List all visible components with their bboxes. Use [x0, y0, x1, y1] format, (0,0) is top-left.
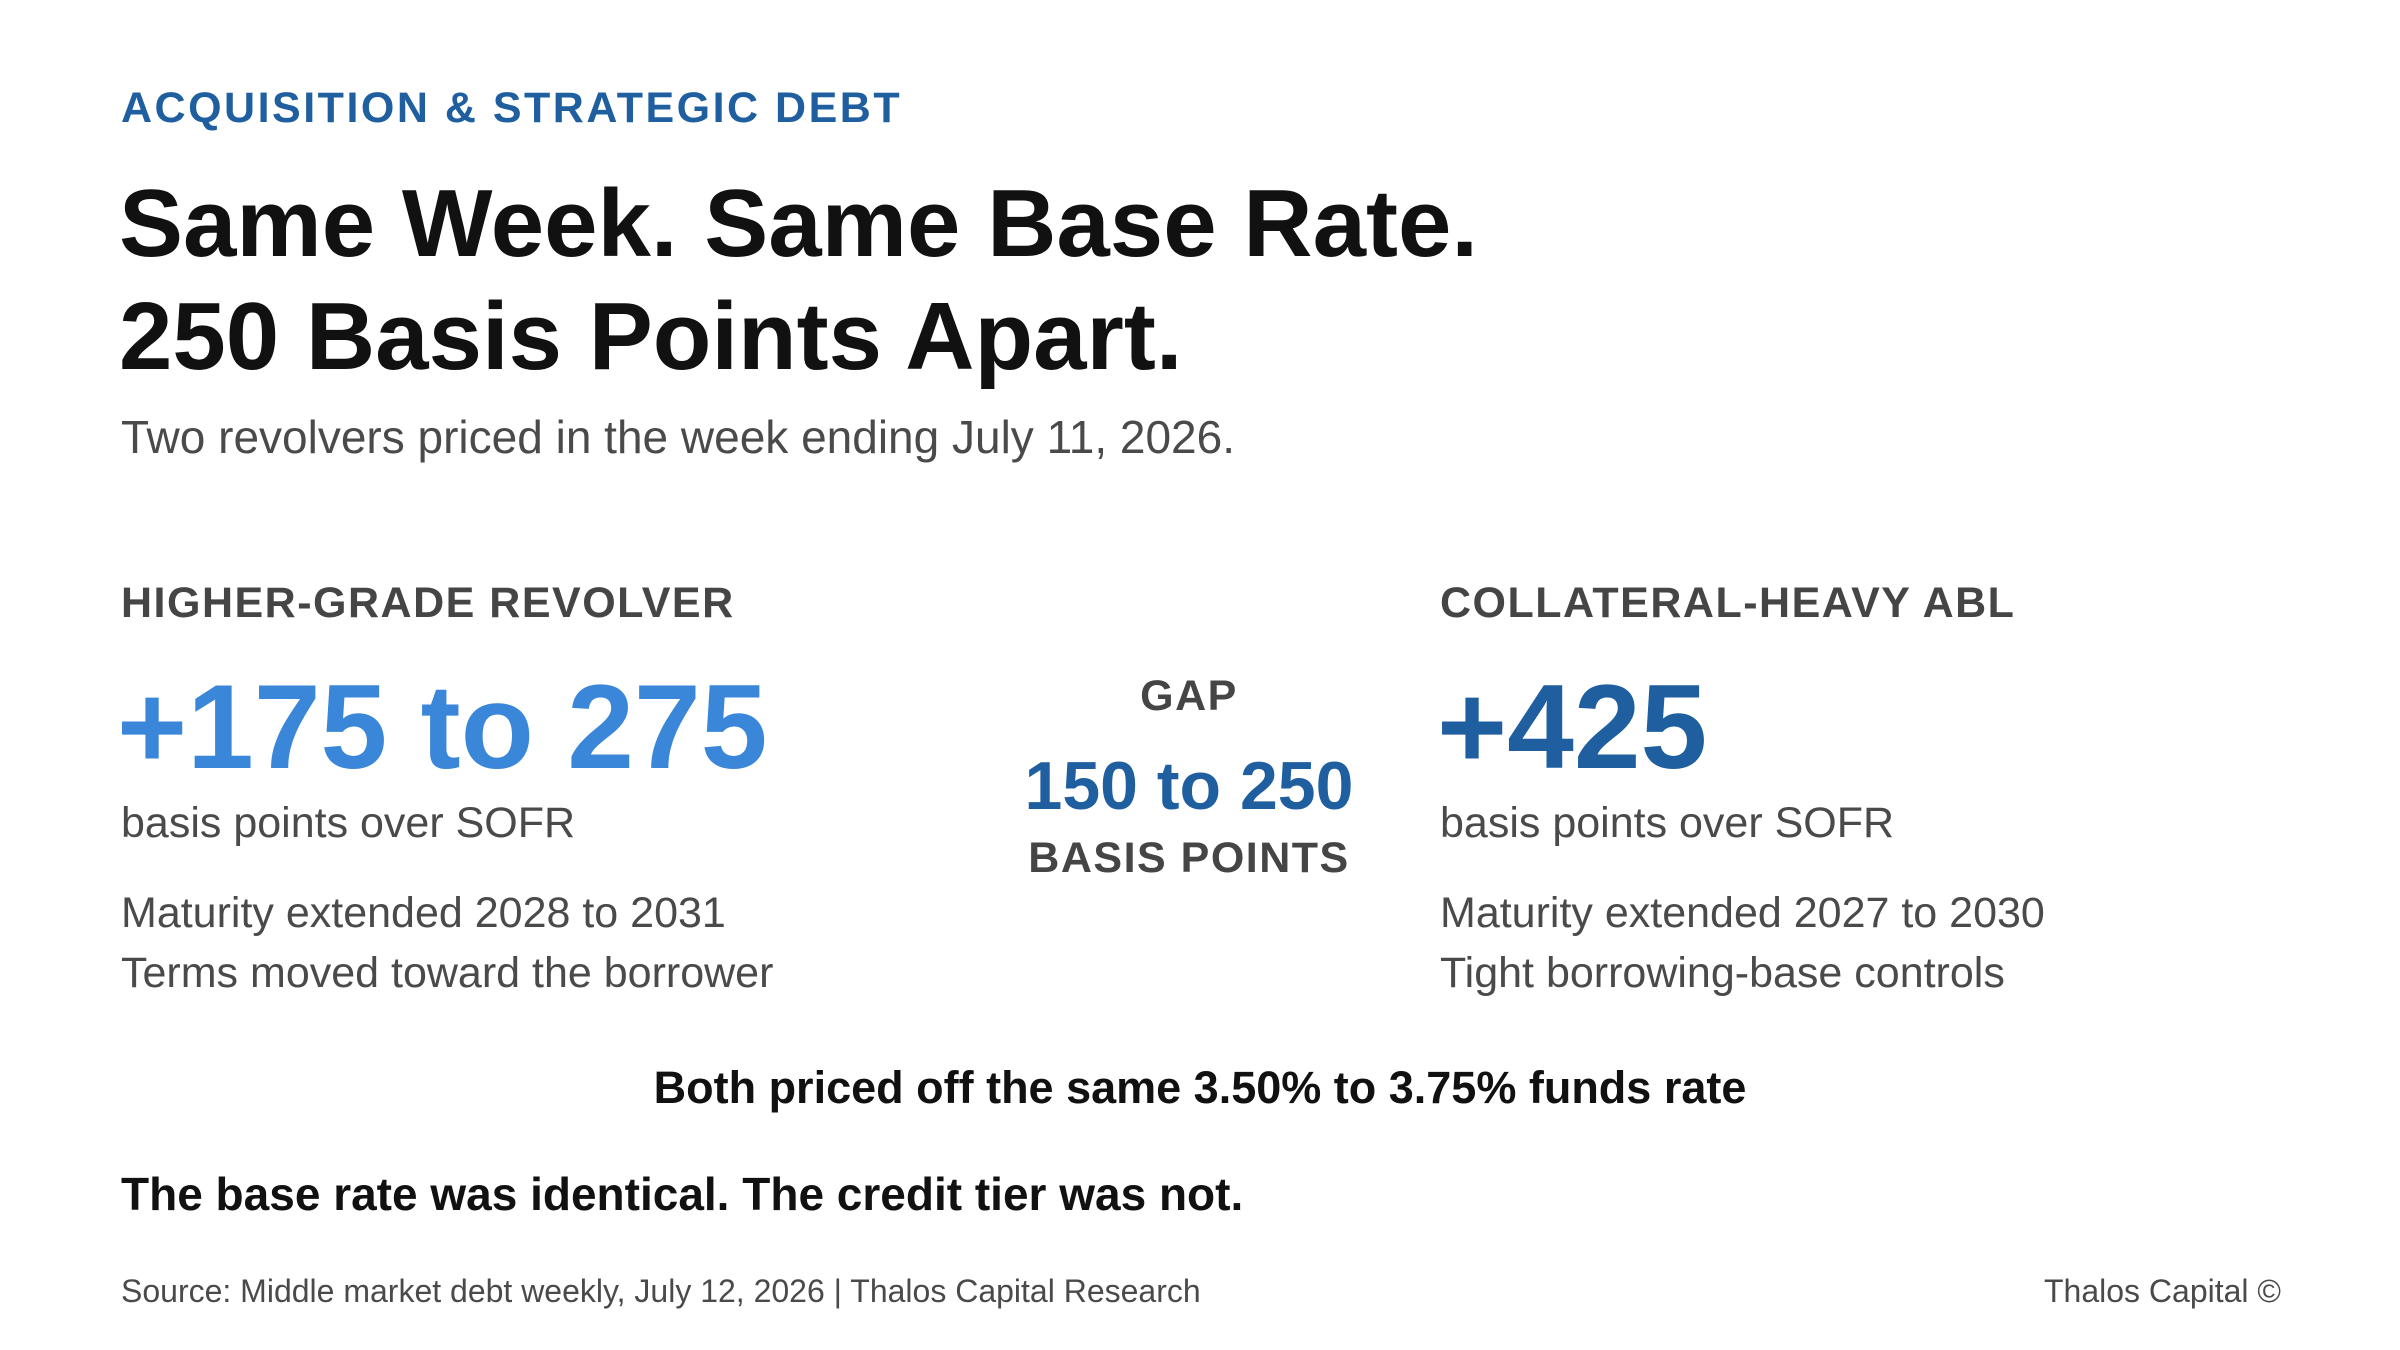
detail: Tight borrowing-base controls: [1440, 949, 2005, 997]
conclusion: The base rate was identical. The credit …: [121, 1168, 1243, 1220]
column-label: COLLATERAL-HEAVY ABL: [1440, 579, 2015, 627]
source: Source: Middle market debt weekly, July …: [121, 1273, 1201, 1309]
subtitle: Two revolvers priced in the week ending …: [121, 411, 1235, 463]
column-label: HIGHER-GRADE REVOLVER: [121, 579, 735, 627]
metric-unit: basis points over SOFR: [1440, 799, 1894, 847]
gap-unit: BASIS POINTS: [1028, 834, 1349, 882]
detail: Maturity extended 2028 to 2031: [121, 889, 726, 937]
metric-value: +175 to 275: [117, 660, 767, 794]
kicker: ACQUISITION & STRATEGIC DEBT: [121, 84, 902, 132]
title: Same Week. Same Base Rate.: [119, 170, 1478, 277]
detail: Terms moved toward the borrower: [121, 949, 773, 997]
metric-value: +425: [1437, 660, 1707, 794]
gap-value: 150 to 250: [1025, 748, 1354, 824]
credit: Thalos Capital ©: [2044, 1273, 2281, 1309]
note: Both priced off the same 3.50% to 3.75% …: [654, 1062, 1747, 1113]
title: 250 Basis Points Apart.: [119, 283, 1183, 390]
gap-label: GAP: [1140, 672, 1238, 720]
detail: Maturity extended 2027 to 2030: [1440, 889, 2045, 937]
metric-unit: basis points over SOFR: [121, 799, 575, 847]
